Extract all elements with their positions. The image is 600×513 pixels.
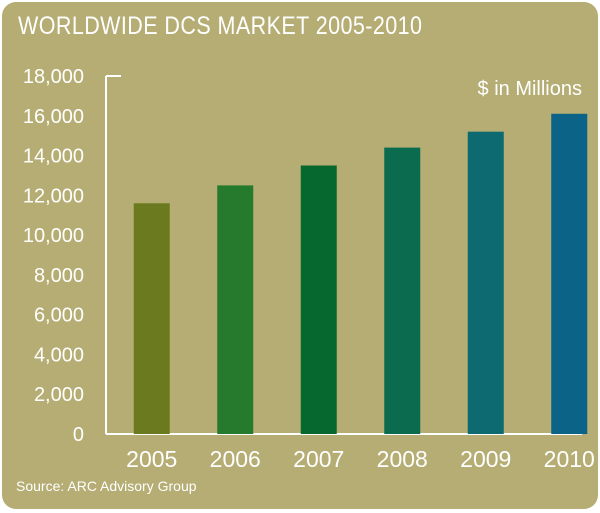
x-tick-label: 2009 — [460, 446, 511, 472]
y-tick-label: 10,000 — [23, 225, 84, 247]
y-tick-label: 6,000 — [34, 305, 84, 327]
y-tick-label: 14,000 — [23, 146, 84, 168]
bar-2009 — [467, 131, 504, 434]
x-tick-label: 2006 — [210, 446, 261, 472]
x-tick-label: 2005 — [126, 446, 177, 472]
x-tick-label: 2007 — [293, 446, 344, 472]
y-tick-label: 0 — [73, 424, 84, 446]
y-tick-label: 2,000 — [34, 384, 84, 406]
bar-2006 — [217, 185, 254, 434]
x-tick-label: 2008 — [377, 446, 428, 472]
y-tick-label: 18,000 — [23, 66, 84, 88]
bar-2010 — [551, 113, 588, 435]
bar-2005 — [133, 203, 170, 434]
y-tick-label: 16,000 — [23, 106, 84, 128]
y-tick-label: 4,000 — [34, 344, 84, 366]
bar-2007 — [300, 165, 337, 434]
chart-title: WORLDWIDE DCS MARKET 2005-2010 — [18, 12, 423, 40]
bar-2008 — [384, 147, 421, 434]
y-tick-label: 12,000 — [23, 185, 84, 207]
y-tick-label: 8,000 — [34, 265, 84, 287]
unit-label: $ in Millions — [477, 78, 582, 100]
source-note: Source: ARC Advisory Group — [16, 478, 197, 494]
x-tick-label: 2010 — [544, 446, 595, 472]
